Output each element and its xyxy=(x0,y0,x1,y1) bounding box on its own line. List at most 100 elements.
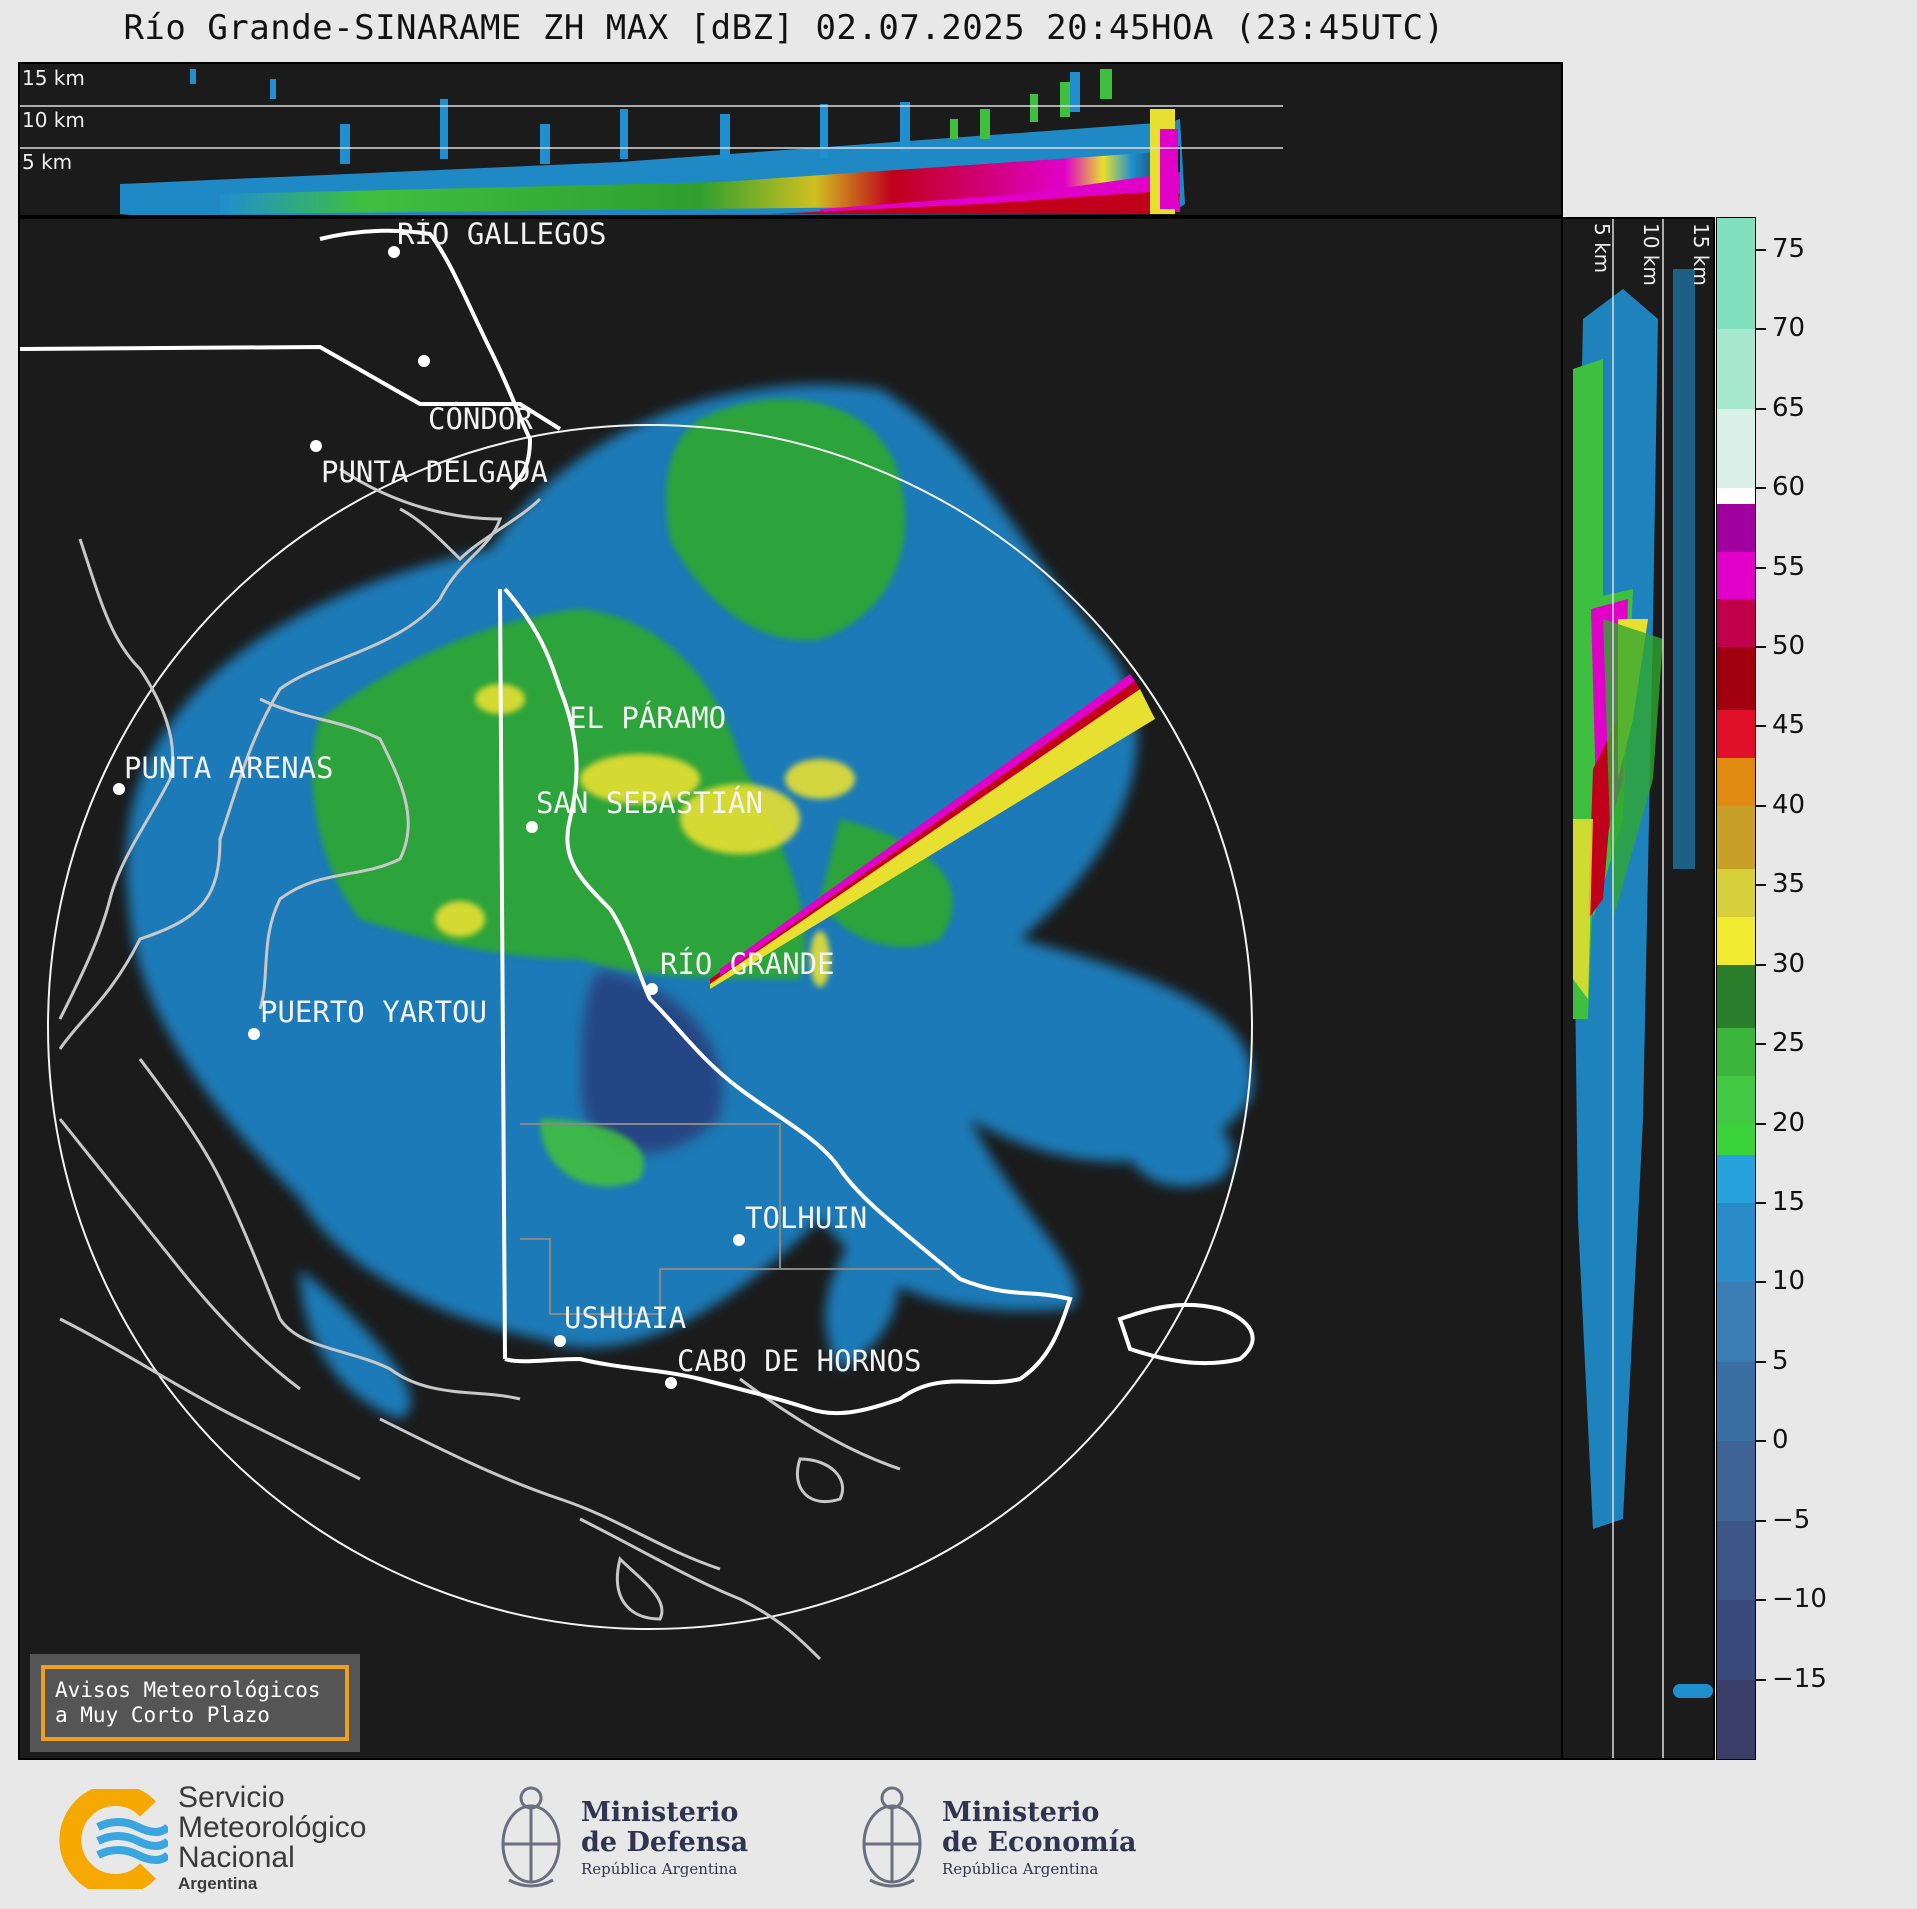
city-label-rio-grande: RÍO GRANDE xyxy=(660,947,835,981)
colorbar-tick-label: 35 xyxy=(1772,869,1806,900)
colorbar-segment xyxy=(1717,551,1755,600)
city-label-ushuaia: USHUAIA xyxy=(564,1301,687,1335)
colorbar-tick-label: 30 xyxy=(1772,948,1806,979)
colorbar-tick xyxy=(1756,963,1766,966)
colorbar-tick-label: 50 xyxy=(1772,630,1806,661)
city-dot-punta-delgada xyxy=(310,440,322,452)
colorbar-tick-label: −15 xyxy=(1772,1663,1827,1694)
city-label-cabo-de-hornos: CABO DE HORNOS xyxy=(677,1344,922,1378)
economia-logo-line1: Ministerio xyxy=(942,1797,1100,1828)
smn-logo-line4: Argentina xyxy=(178,1874,258,1893)
ministerio-defensa-logo: Ministerio de Defensa República Argentin… xyxy=(495,1784,748,1894)
colorbar-segment xyxy=(1717,503,1755,552)
colorbar-tick-labels: 75 70 65 60 55 50 45 40 35 30 25 20 15 10 5 0 −5 −10 −15 xyxy=(1756,217,1876,1760)
colorbar-segment xyxy=(1717,869,1755,917)
colorbar-tick xyxy=(1756,1281,1766,1284)
alerts-badge-line2: a Muy Corto Plazo xyxy=(55,1703,270,1727)
colorbar-tick xyxy=(1756,725,1766,728)
colorbar-tick-label: 65 xyxy=(1772,392,1806,423)
city-label-punta-arenas: PUNTA ARENAS xyxy=(124,751,334,785)
colorbar-segment xyxy=(1717,1282,1755,1362)
colorbar-tick xyxy=(1756,487,1766,490)
colorbar-tick xyxy=(1756,1678,1766,1681)
colorbar-tick-label: 25 xyxy=(1772,1028,1806,1059)
city-dot-rio-gallegos xyxy=(388,246,400,258)
colorbar-segment xyxy=(1717,599,1755,647)
colorbar-tick-label: −10 xyxy=(1772,1584,1827,1615)
top-altitude-10km: 10 km xyxy=(22,108,85,132)
city-dot-rio-grande xyxy=(646,983,658,995)
colorbar-segment xyxy=(1717,805,1755,870)
top-vertical-cross-section: 15 km 10 km 5 km xyxy=(18,62,1563,217)
colorbar-segment xyxy=(1717,1123,1755,1156)
colorbar-tick xyxy=(1756,328,1766,331)
defensa-logo-line3: República Argentina xyxy=(581,1860,738,1878)
colorbar-tick-label: 55 xyxy=(1772,551,1806,582)
radar-map: RÍO GALLEGOS CÓNDOR PUNTA DELGADA PUNTA … xyxy=(18,217,1563,1760)
smn-emblem-icon xyxy=(59,1789,168,1889)
colorbar-tick-label: 40 xyxy=(1772,789,1806,820)
defensa-logo-line1: Ministerio xyxy=(581,1797,739,1828)
smn-logo-line3: Nacional xyxy=(178,1841,295,1874)
colorbar-segment xyxy=(1717,964,1755,1029)
alerts-badge-frame: Avisos Meteorológicos a Muy Corto Plazo xyxy=(41,1665,349,1741)
colorbar-tick-label: 75 xyxy=(1772,233,1806,264)
colorbar-tick xyxy=(1756,1519,1766,1522)
colorbar-segment xyxy=(1717,1441,1755,1521)
colorbar-tick xyxy=(1756,884,1766,887)
alerts-badge: Avisos Meteorológicos a Muy Corto Plazo xyxy=(30,1654,360,1752)
city-label-punta-delgada: PUNTA DELGADA xyxy=(321,455,548,489)
side-altitude-10km: 10 km xyxy=(1639,223,1663,286)
colorbar-tick xyxy=(1756,1440,1766,1443)
top-altitude-5km: 5 km xyxy=(22,150,73,174)
colorbar-tick-label: 0 xyxy=(1772,1425,1789,1456)
top-section-echoes xyxy=(20,69,1283,215)
colorbar-segment xyxy=(1717,917,1755,965)
city-dot-tolhuin xyxy=(733,1234,745,1246)
colorbar-segment xyxy=(1717,329,1755,409)
alerts-badge-line1: Avisos Meteorológicos xyxy=(55,1678,321,1702)
colorbar-segment xyxy=(1717,1028,1755,1076)
colorbar-segment xyxy=(1717,1202,1755,1283)
side-vertical-cross-section: 5 km 10 km 15 km xyxy=(1563,217,1715,1760)
city-dot-ushuaia xyxy=(554,1335,566,1347)
footer-logos: Servicio Meteorológico Nacional Argentin… xyxy=(0,1762,1917,1909)
colorbar-segment xyxy=(1717,488,1755,504)
city-dot-puerto-yartou xyxy=(248,1028,260,1040)
colorbar-tick-label: 45 xyxy=(1772,710,1806,741)
colorbar-tick-label: 70 xyxy=(1772,313,1806,344)
city-label-san-sebastian: SAN SEBASTIÁN xyxy=(536,786,763,820)
colorbar-tick xyxy=(1756,566,1766,569)
colorbar-tick-label: 5 xyxy=(1772,1345,1789,1376)
colorbar-segment xyxy=(1717,1361,1755,1442)
colorbar-tick-label: 15 xyxy=(1772,1186,1806,1217)
colorbar-segment xyxy=(1717,408,1755,489)
city-label-el-paramo: EL PÁRAMO xyxy=(569,701,727,735)
colorbar-tick xyxy=(1756,407,1766,410)
side-altitude-15km: 15 km xyxy=(1689,223,1713,286)
colorbar-tick xyxy=(1756,1201,1766,1204)
chart-title: Río Grande-SINARAME ZH MAX [dBZ] 02.07.2… xyxy=(123,8,1445,48)
city-label-condor: CÓNDOR xyxy=(428,402,533,436)
colorbar-tick xyxy=(1756,248,1766,251)
smn-logo-line2: Meteorológico xyxy=(178,1811,367,1844)
side-altitude-5km: 5 km xyxy=(1590,223,1614,274)
dbz-colorbar xyxy=(1716,217,1756,1760)
city-dot-cabo-de-hornos xyxy=(665,1377,677,1389)
economia-logo-line2: de Economía xyxy=(942,1827,1137,1858)
coat-of-arms-icon xyxy=(862,1786,922,1888)
smn-logo-line1: Servicio xyxy=(178,1781,285,1814)
top-altitude-15km: 15 km xyxy=(22,66,85,90)
city-dot-condor xyxy=(418,355,430,367)
smn-logo: Servicio Meteorológico Nacional Argentin… xyxy=(58,1781,367,1894)
colorbar-segment xyxy=(1717,1155,1755,1203)
city-dot-punta-arenas xyxy=(113,783,125,795)
colorbar-segment xyxy=(1717,1520,1755,1601)
economia-logo-line3: República Argentina xyxy=(942,1860,1099,1878)
colorbar-segment xyxy=(1717,646,1755,711)
defensa-logo-line2: de Defensa xyxy=(581,1827,749,1858)
colorbar-segment xyxy=(1717,710,1755,759)
side-section-echoes xyxy=(1573,219,1713,1758)
colorbar-tick xyxy=(1756,645,1766,648)
colorbar-tick-label: 10 xyxy=(1772,1266,1806,1297)
